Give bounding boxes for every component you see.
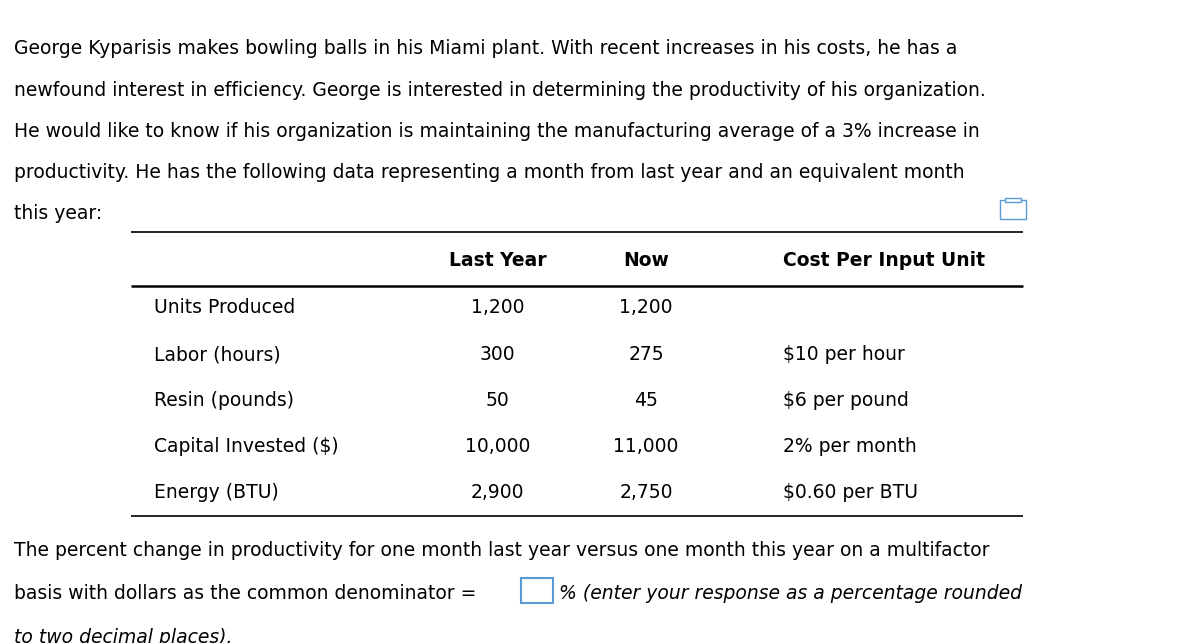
Text: Cost Per Input Unit: Cost Per Input Unit: [784, 251, 985, 270]
Text: 11,000: 11,000: [613, 437, 679, 456]
Text: 10,000: 10,000: [464, 437, 530, 456]
Text: George Kyparisis makes bowling balls in his Miami plant. With recent increases i: George Kyparisis makes bowling balls in …: [13, 39, 958, 59]
Text: He would like to know if his organization is maintaining the manufacturing avera: He would like to know if his organizatio…: [13, 122, 979, 141]
Text: productivity. He has the following data representing a month from last year and : productivity. He has the following data …: [13, 163, 965, 182]
Text: 2,900: 2,900: [470, 483, 524, 502]
Text: % (enter your response as a percentage rounded: % (enter your response as a percentage r…: [559, 584, 1022, 603]
Bar: [1001, 200, 1026, 219]
Text: The percent change in productivity for one month last year versus one month this: The percent change in productivity for o…: [13, 541, 989, 559]
Text: 1,200: 1,200: [619, 298, 673, 318]
Text: Energy (BTU): Energy (BTU): [155, 483, 280, 502]
Text: Resin (pounds): Resin (pounds): [155, 390, 294, 410]
Text: $10 per hour: $10 per hour: [784, 345, 905, 364]
Bar: [521, 578, 553, 602]
Text: this year:: this year:: [13, 204, 102, 223]
Text: Now: Now: [623, 251, 668, 270]
Text: Labor (hours): Labor (hours): [155, 345, 281, 364]
Text: to two decimal places).: to two decimal places).: [13, 628, 233, 643]
Text: 275: 275: [628, 345, 664, 364]
Bar: [1004, 197, 1021, 203]
Text: basis with dollars as the common denominator =: basis with dollars as the common denomin…: [13, 584, 482, 603]
Text: Units Produced: Units Produced: [155, 298, 295, 318]
Text: 300: 300: [480, 345, 515, 364]
Text: 2,750: 2,750: [619, 483, 673, 502]
Text: Last Year: Last Year: [449, 251, 546, 270]
Text: $6 per pound: $6 per pound: [784, 390, 910, 410]
Text: $0.60 per BTU: $0.60 per BTU: [784, 483, 918, 502]
Text: newfound interest in efficiency. George is interested in determining the product: newfound interest in efficiency. George …: [13, 80, 985, 100]
Text: Capital Invested ($): Capital Invested ($): [155, 437, 338, 456]
Text: 50: 50: [486, 390, 509, 410]
Text: 45: 45: [634, 390, 658, 410]
Text: 1,200: 1,200: [470, 298, 524, 318]
Text: 2% per month: 2% per month: [784, 437, 917, 456]
